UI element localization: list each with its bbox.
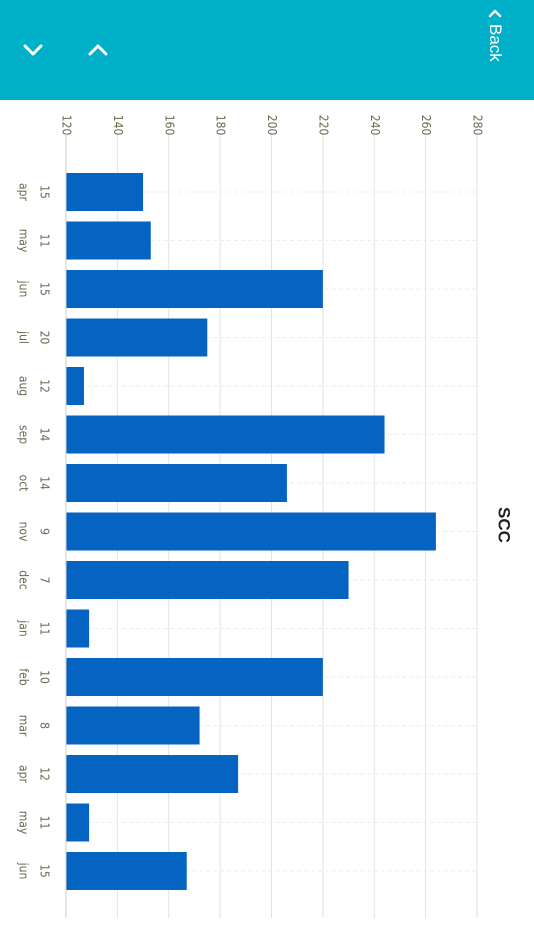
bar	[66, 706, 200, 745]
category-label: sep	[17, 425, 31, 444]
category-label: aug	[17, 376, 31, 396]
category-label: may	[17, 229, 31, 253]
bar	[66, 658, 323, 696]
category-label: feb	[17, 668, 31, 685]
category-label: may	[17, 811, 31, 835]
category-sublabel: 8	[38, 722, 52, 729]
tick-label: 120	[60, 115, 74, 136]
back-button[interactable]: Back	[478, 8, 512, 72]
category-sublabel: 10	[38, 670, 52, 684]
category-sublabel: 9	[38, 528, 52, 535]
category-sublabel: 11	[38, 816, 52, 830]
category-label: jul	[17, 330, 31, 344]
bar	[66, 561, 349, 599]
tick-label: 200	[265, 115, 279, 136]
category-label: dec	[17, 570, 31, 590]
app-header: Back	[0, 0, 534, 100]
bar	[66, 512, 436, 551]
back-label: Back	[486, 24, 505, 62]
chart-title: SCC	[495, 507, 514, 543]
category-sublabel: 12	[38, 767, 52, 781]
category-label: apr	[17, 183, 31, 201]
bar	[66, 464, 287, 502]
tick-label: 160	[162, 115, 176, 136]
category-label: jun	[17, 280, 31, 298]
category-sublabel: 7	[38, 577, 52, 584]
tick-label: 220	[316, 115, 330, 136]
chevron-left-icon	[488, 9, 502, 18]
category-label: oct	[17, 475, 31, 492]
category-label: apr	[17, 765, 31, 783]
bar-chart: 120 140 160 180 200 220 240 260 280 apr 15 may 11 jun…	[17, 115, 514, 918]
category-label: nov	[17, 522, 31, 542]
chevron-down-icon	[23, 44, 43, 56]
bar	[66, 318, 208, 357]
category-sublabel: 15	[38, 185, 52, 199]
category-sublabel: 12	[38, 379, 52, 393]
category-sublabel: 14	[38, 428, 52, 442]
bar	[66, 803, 90, 842]
bar	[66, 852, 187, 890]
tick-label: 140	[111, 115, 125, 136]
category-label: mar	[17, 715, 31, 737]
category-label: jun	[17, 862, 31, 880]
bar	[66, 173, 144, 211]
tick-label: 240	[368, 115, 382, 136]
category-sublabel: 14	[38, 476, 52, 490]
bar	[66, 755, 239, 793]
bar	[66, 609, 90, 648]
category-label: jan	[17, 619, 31, 636]
bar	[66, 270, 323, 308]
tick-label: 280	[471, 115, 485, 136]
category-sublabel: 11	[38, 622, 52, 636]
next-button[interactable]	[18, 35, 48, 65]
tick-label: 260	[419, 115, 433, 136]
category-sublabel: 11	[38, 234, 52, 248]
chevron-up-icon	[88, 44, 108, 56]
bar	[66, 415, 385, 454]
tick-label: 180	[214, 115, 228, 136]
bar	[66, 221, 151, 260]
previous-button[interactable]	[83, 35, 113, 65]
bar	[66, 367, 84, 405]
category-sublabel: 15	[38, 282, 52, 296]
category-sublabel: 20	[38, 331, 52, 345]
category-sublabel: 15	[38, 864, 52, 878]
